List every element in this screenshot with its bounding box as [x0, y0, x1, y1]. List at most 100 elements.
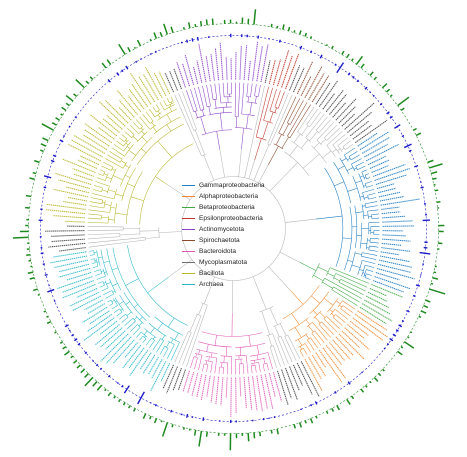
tree-branch [306, 109, 318, 125]
leaf-label-mark [118, 100, 135, 118]
tree-branch [312, 322, 328, 341]
tree-branch [366, 185, 374, 188]
leaf-label-mark [239, 377, 242, 397]
leaf-label-mark [169, 71, 178, 91]
outer-ring-bar [377, 372, 382, 377]
tree-branch [337, 148, 341, 151]
tree-branch [141, 136, 148, 143]
tree-stem [167, 184, 191, 200]
tree-branch [118, 137, 125, 142]
tree-branch [273, 345, 281, 367]
tree-branch [246, 114, 249, 129]
tree-branch [149, 340, 155, 348]
outer-ring-bar [54, 331, 57, 334]
tree-branch [340, 308, 351, 317]
tree-branch [241, 127, 244, 150]
leaf-label-mark [382, 234, 406, 237]
leaf-label-mark [82, 306, 108, 323]
leaf-label-mark [58, 267, 91, 278]
tree-branch [142, 113, 151, 124]
tree-branch [166, 124, 172, 132]
leaf-label-mark [289, 65, 301, 91]
tree-arc [337, 300, 343, 308]
leaf-label-mark [113, 339, 135, 364]
outer-ring-bar [187, 22, 191, 29]
tree-branch [103, 173, 108, 176]
leaf-label-mark [83, 317, 115, 342]
tree-arc [337, 145, 343, 152]
tree-branch [315, 215, 343, 220]
leaf-label-mark [182, 370, 190, 392]
tree-branch [93, 185, 103, 189]
tree-branch [335, 314, 346, 323]
tree-branch [126, 311, 132, 316]
tree-branch [258, 84, 261, 97]
outer-ring-bar [373, 377, 379, 382]
tree-arc [140, 331, 148, 338]
tree-arc [153, 116, 181, 135]
inner-ring-bar [47, 288, 55, 293]
tree-branch [157, 114, 161, 119]
tree-branch [96, 261, 100, 263]
tree-arc [348, 156, 352, 161]
tree-branch [93, 269, 101, 272]
tree-branch [303, 348, 308, 355]
tree-branch [93, 251, 98, 253]
tree-branch [186, 304, 208, 367]
leaf-label-mark [51, 234, 85, 237]
tree-branch [319, 312, 326, 318]
leaf-label-mark [89, 114, 118, 137]
tree-branch [254, 96, 257, 104]
legend-label: Spirochaetota [199, 237, 240, 244]
outer-ring-bar [75, 78, 85, 89]
tree-branch [305, 113, 325, 138]
leaf-label-mark [352, 317, 384, 341]
tree-branch [88, 237, 146, 244]
tree-branch [132, 136, 139, 142]
tree-branch [250, 83, 253, 98]
leaf-label-mark [187, 371, 195, 394]
tree-branch [334, 308, 349, 320]
tree-branch [326, 128, 340, 141]
tree-branch [127, 320, 136, 329]
tree-branch [326, 316, 340, 329]
tree-branch [194, 87, 201, 111]
tree-arc [124, 144, 134, 157]
inner-ring-bar [334, 63, 337, 66]
tree-branch [87, 233, 120, 236]
outer-ring-bar [325, 44, 328, 47]
inner-ring-bar [278, 39, 281, 43]
tree-branch [333, 277, 341, 282]
inner-ring-bar [191, 38, 194, 42]
tree-root-ring [181, 176, 286, 281]
tree-branch [365, 201, 378, 205]
inner-ring-bar [43, 175, 52, 179]
leaf-label-mark [325, 89, 344, 113]
tree-arc [103, 200, 106, 209]
tree-branch [363, 176, 366, 178]
tree-branch [263, 87, 273, 121]
outer-ring-bar [27, 271, 34, 274]
tree-arc [361, 265, 366, 277]
tree-branch [309, 131, 318, 142]
leaf-label-mark [381, 206, 400, 210]
tree-arc [154, 316, 183, 336]
tree-branch [329, 309, 333, 313]
tree-branch [124, 131, 132, 138]
outer-ring-bar [51, 122, 57, 126]
tree-branch [136, 331, 142, 338]
tree-stem [258, 164, 269, 183]
tree-arc [126, 171, 143, 224]
tree-arc [289, 317, 309, 331]
legend-swatch [182, 251, 195, 252]
leaf-label-mark [344, 327, 370, 350]
tree-arc [160, 338, 164, 341]
tree-branch [139, 116, 151, 130]
tree-branch [115, 193, 124, 197]
tree-branch [332, 317, 343, 326]
tree-branch [104, 204, 111, 206]
inner-ring-bar [73, 338, 78, 342]
tree-branch [99, 284, 105, 288]
tree-arc [123, 139, 129, 147]
tree-branch [247, 96, 249, 103]
